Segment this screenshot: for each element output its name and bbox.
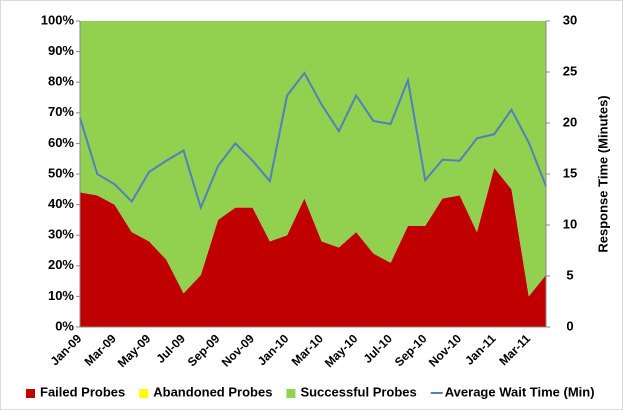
y-tick-label: 70% <box>48 104 74 119</box>
y2-tick-label: 25 <box>563 63 577 78</box>
y-tick-label: 0% <box>55 318 74 333</box>
legend-label: Successful Probes <box>300 384 416 399</box>
y2-tick-label: 5 <box>566 267 573 282</box>
y-tick-label: 90% <box>48 43 74 58</box>
y2-tick-label: 0 <box>566 318 573 333</box>
y2-tick-label: 30 <box>563 12 577 27</box>
legend-swatch <box>286 389 296 398</box>
area <box>80 21 546 297</box>
y-tick-label: 100% <box>41 12 75 27</box>
legend-label: Failed Probes <box>40 384 125 399</box>
y2-tick-label: 10 <box>563 216 577 231</box>
y2-axis-title: Response Time (Minutes) <box>595 95 610 252</box>
y-tick-label: 20% <box>48 257 74 272</box>
y-tick-label: 80% <box>48 74 74 89</box>
y-tick-label: 40% <box>48 196 74 211</box>
legend-label: Average Wait Time (Min) <box>445 384 595 399</box>
y2-tick-label: 20 <box>563 114 577 129</box>
y-tick-label: 50% <box>48 165 74 180</box>
legend-swatch <box>26 389 35 398</box>
legend-swatch <box>139 389 149 398</box>
y-tick-label: 30% <box>48 227 74 242</box>
legend-label: Abandoned Probes <box>153 384 272 399</box>
y2-tick-label: 15 <box>563 165 577 180</box>
area <box>80 167 546 327</box>
y-tick-label: 10% <box>48 288 74 303</box>
line <box>79 71 547 211</box>
y-tick-label: 60% <box>48 135 74 150</box>
